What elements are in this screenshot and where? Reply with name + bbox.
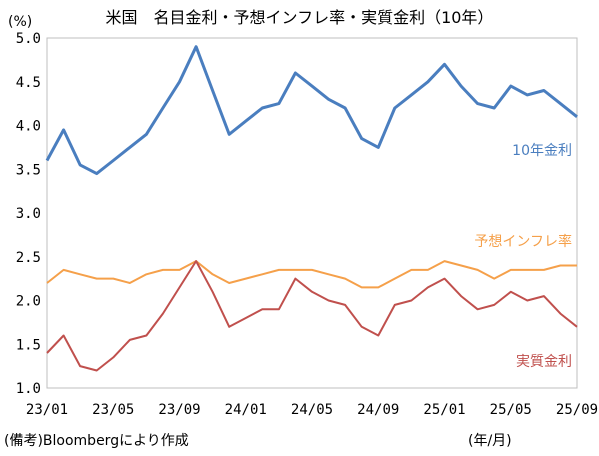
series-label-2: 予想インフレ率 [474, 233, 572, 250]
series-lines [45, 45, 578, 372]
source-note: (備考)Bloombergにより作成 [4, 433, 189, 449]
y-tick-label: 1.0 [16, 381, 41, 397]
y-tick-label: 2.5 [16, 250, 41, 266]
series-line-2 [46, 260, 577, 289]
x-axis-unit: (年/月) [468, 433, 512, 449]
y-tick-label: 1.5 [16, 337, 41, 353]
x-tick-label: 23/09 [158, 402, 200, 418]
x-tick-label: 24/05 [291, 402, 333, 418]
x-tick-label: 24/01 [225, 402, 267, 418]
y-tick-label: 2.0 [16, 294, 41, 310]
series-line-1 [45, 45, 578, 176]
x-tick-label: 23/01 [26, 402, 68, 418]
plot-border [46, 37, 578, 389]
x-axis-ticks: 23/01 23/05 23/09 24/01 24/05 24/09 25/01 25/05… [26, 402, 598, 418]
plot-frame [46, 37, 578, 389]
x-tick-label: 25/01 [423, 402, 465, 418]
y-tick-label: 3.0 [16, 206, 41, 222]
series-label-3: 実質金利 [516, 354, 572, 370]
y-axis-unit: (%) [8, 14, 33, 30]
y-tick-label: 4.5 [16, 75, 41, 91]
chart-title: 米国 名目金利・予想インフレ率・実質金利（10年） [105, 8, 494, 27]
x-tick-label: 24/09 [357, 402, 399, 418]
y-tick-label: 5.0 [16, 31, 41, 47]
x-tick-label: 25/05 [490, 402, 532, 418]
y-tick-label: 3.5 [16, 162, 41, 178]
series-line-3 [46, 260, 578, 372]
y-tick-label: 4.0 [16, 119, 41, 135]
y-axis-ticks: 1.0 1.5 2.0 2.5 3.0 3.5 4.0 4.5 5.0 [16, 31, 41, 397]
x-tick-label: 25/09 [556, 402, 598, 418]
x-tick-label: 23/05 [92, 402, 134, 418]
series-label-1: 10年金利 [512, 143, 572, 159]
